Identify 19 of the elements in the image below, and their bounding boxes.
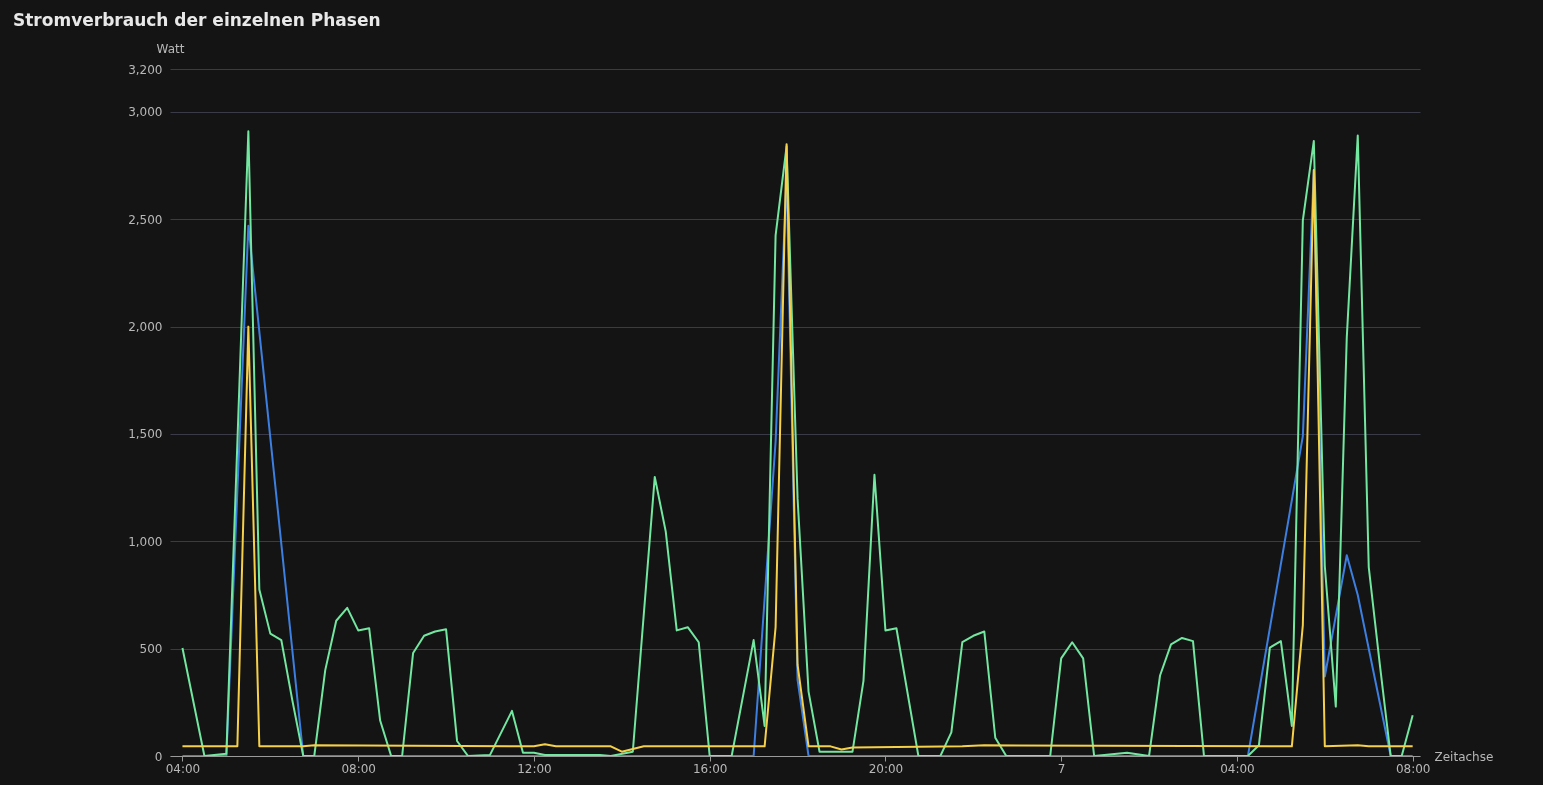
y-tick-label: 0 [154,749,163,764]
y-axis-title: Watt [156,41,185,56]
y-tick-label: 2,000 [128,320,163,335]
x-tick-label: 7 [1057,761,1066,776]
x-tick-label: 04:00 [1220,761,1255,776]
y-tick-label: 3,200 [128,62,163,77]
x-tick-label: 08:00 [1395,761,1431,776]
x-tick-label: 16:00 [692,761,728,776]
x-tick-label: 20:00 [868,761,904,776]
y-tick-label: 500 [139,642,163,657]
y-tick-label: 1,000 [128,534,163,549]
y-tick-label: 1,500 [128,427,163,442]
x-tick-label: 12:00 [517,761,552,776]
x-axis-title: Zeitachse [1434,749,1494,764]
chart-title: Stromverbrauch der einzelnen Phasen [13,10,381,30]
x-tick-label: 08:00 [341,761,376,776]
y-tick-label: 3,000 [128,105,163,120]
x-tick-label: 04:00 [165,761,201,776]
y-tick-label: 2,500 [128,212,163,227]
